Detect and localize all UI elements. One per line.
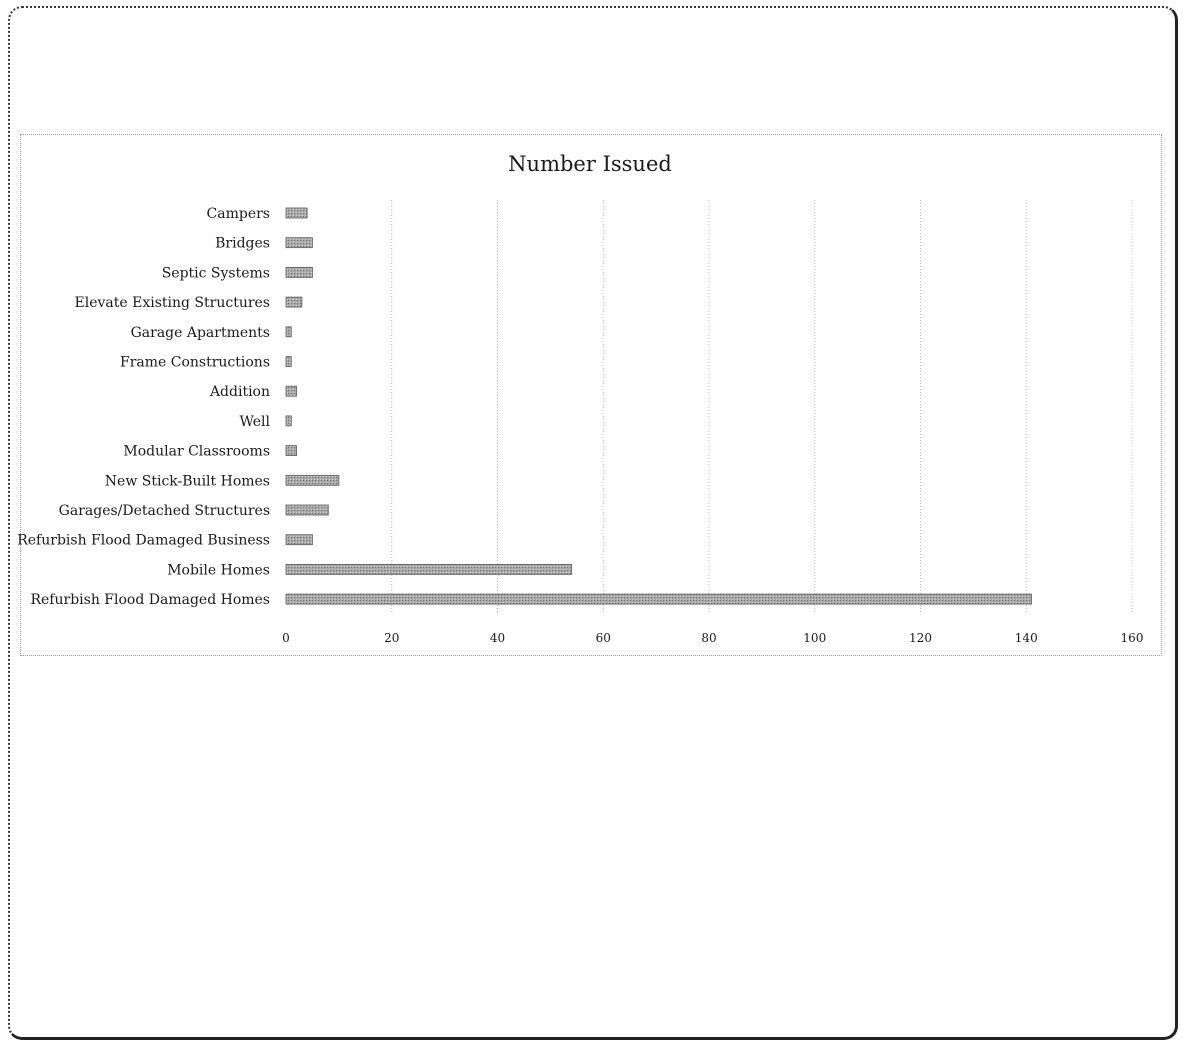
x-tick-label: 20 bbox=[384, 631, 399, 645]
x-tick-label: 40 bbox=[490, 631, 505, 645]
category-label: Elevate Existing Structures bbox=[75, 295, 270, 311]
category-label: Frame Constructions bbox=[120, 355, 270, 371]
category-label: Refurbish Flood Damaged Business bbox=[17, 533, 270, 549]
grid-lines bbox=[391, 200, 1133, 612]
bar bbox=[285, 534, 313, 546]
category-label: Garage Apartments bbox=[131, 325, 270, 341]
category-label: Addition bbox=[209, 384, 270, 400]
category-label: Bridges bbox=[215, 236, 270, 252]
x-tick-label: 120 bbox=[909, 631, 932, 645]
bar bbox=[285, 385, 297, 397]
x-axis-ticks: 0 20 40 60 80 100 120 140 160 bbox=[282, 631, 1143, 645]
page-frame bbox=[8, 6, 1178, 1040]
chart-area bbox=[20, 134, 1162, 656]
category-label: Refurbish Flood Damaged Homes bbox=[30, 592, 270, 608]
category-label: New Stick-Built Homes bbox=[105, 473, 270, 489]
bar bbox=[285, 356, 292, 367]
bar bbox=[285, 207, 308, 219]
x-tick-label: 0 bbox=[282, 631, 290, 645]
chart-title: Number Issued bbox=[508, 152, 672, 176]
bar bbox=[285, 415, 292, 427]
category-label: Mobile Homes bbox=[167, 562, 270, 578]
bar bbox=[285, 326, 292, 338]
category-labels: Campers Bridges Septic Systems Elevate Exis… bbox=[17, 206, 270, 608]
x-tick-label: 100 bbox=[803, 631, 826, 645]
category-label: Well bbox=[240, 414, 271, 430]
category-label: Garages/Detached Structures bbox=[59, 503, 270, 519]
category-label: Campers bbox=[207, 206, 270, 222]
bar bbox=[285, 474, 340, 486]
bar bbox=[285, 564, 572, 575]
bars bbox=[285, 207, 1032, 605]
x-tick-label: 160 bbox=[1121, 631, 1144, 645]
bar bbox=[285, 296, 303, 308]
bar bbox=[285, 445, 297, 457]
category-label: Modular Classrooms bbox=[123, 444, 270, 460]
x-tick-label: 140 bbox=[1015, 631, 1038, 645]
x-tick-label: 80 bbox=[701, 631, 716, 645]
bar bbox=[285, 266, 313, 278]
bar bbox=[285, 237, 313, 249]
x-tick-label: 60 bbox=[596, 631, 611, 645]
bar bbox=[285, 504, 329, 516]
category-label: Septic Systems bbox=[162, 265, 270, 281]
bar bbox=[285, 593, 1032, 605]
